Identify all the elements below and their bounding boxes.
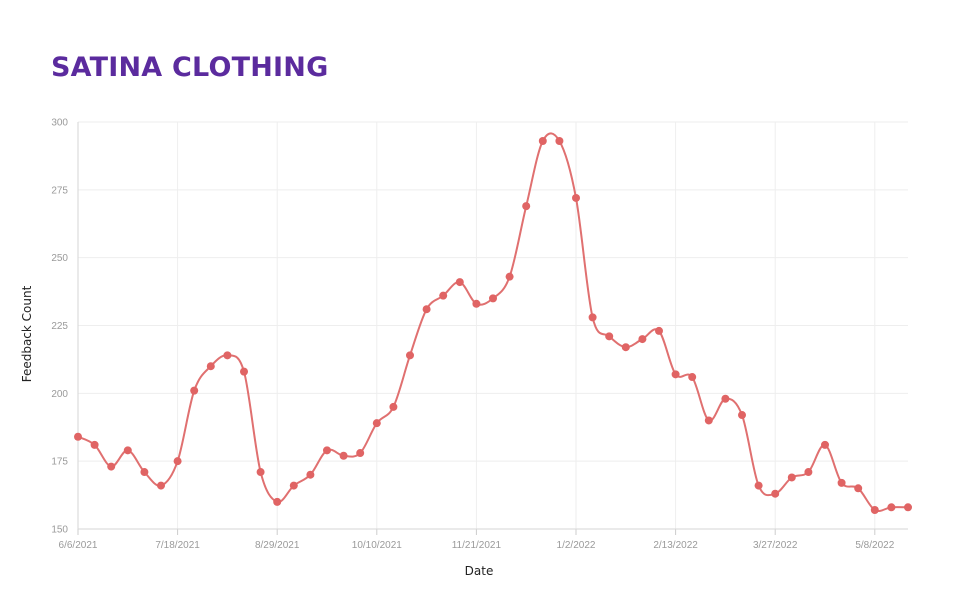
data-point <box>638 335 647 344</box>
x-tick-label: 8/29/2021 <box>255 540 300 551</box>
data-point <box>671 370 680 379</box>
data-point <box>704 416 713 425</box>
data-point <box>323 446 331 455</box>
data-point <box>339 451 348 460</box>
data-point <box>157 481 165 490</box>
data-point <box>804 468 813 477</box>
data-point <box>621 343 630 352</box>
y-tick-label: 250 <box>51 253 68 264</box>
data-point <box>306 470 315 479</box>
data-point <box>870 506 879 515</box>
data-point <box>74 432 82 441</box>
x-tick-label: 10/10/2021 <box>352 540 402 551</box>
x-tick-label: 11/21/2021 <box>452 540 502 551</box>
data-point <box>439 291 448 300</box>
data-point <box>422 305 431 314</box>
data-point <box>140 468 149 477</box>
y-tick-label: 275 <box>51 185 68 196</box>
data-point <box>173 457 182 466</box>
data-point <box>572 193 580 202</box>
data-point <box>588 313 597 322</box>
data-point <box>837 478 846 487</box>
data-point <box>688 373 697 382</box>
data-point <box>123 446 132 455</box>
data-point <box>489 294 497 303</box>
data-point <box>721 394 730 403</box>
data-point <box>190 386 199 395</box>
data-point <box>738 411 746 420</box>
data-point <box>887 503 896 512</box>
data-point <box>754 481 763 490</box>
x-tick-label: 2/13/2022 <box>653 540 698 551</box>
data-point <box>538 136 547 145</box>
x-tick-label: 7/18/2021 <box>155 540 200 551</box>
y-tick-label: 225 <box>51 321 68 332</box>
axes <box>77 122 908 535</box>
data-point <box>240 367 248 376</box>
data-point <box>406 351 414 360</box>
data-point <box>289 481 298 490</box>
data-point <box>605 332 614 341</box>
data-point <box>854 484 863 493</box>
data-point <box>372 419 381 428</box>
y-tick-label: 175 <box>51 457 68 468</box>
data-point <box>655 326 663 335</box>
data-point <box>904 503 912 512</box>
data-point <box>555 136 564 145</box>
data-point <box>107 462 116 471</box>
data-point <box>356 449 365 458</box>
x-tick-label: 6/6/2021 <box>59 540 98 551</box>
y-tick-labels: 150 175 200 225 250 275 300 <box>51 118 68 536</box>
x-tick-label: 5/8/2022 <box>855 540 894 551</box>
data-point <box>389 402 398 411</box>
y-tick-label: 200 <box>51 389 68 400</box>
data-point <box>472 299 481 308</box>
data-point <box>206 362 215 371</box>
data-point <box>273 497 282 506</box>
y-tick-label: 150 <box>51 525 68 536</box>
chart-title: SATINA CLOTHING <box>51 52 329 83</box>
data-point <box>821 440 829 449</box>
data-point <box>256 468 265 477</box>
data-point <box>455 278 464 287</box>
x-tick-label: 3/27/2022 <box>753 540 798 551</box>
data-point <box>505 272 514 281</box>
grid-lines <box>77 121 908 529</box>
series-points <box>74 136 912 515</box>
x-tick-label: 1/2/2022 <box>557 540 596 551</box>
y-tick-label: 300 <box>51 118 68 129</box>
data-point <box>90 440 99 449</box>
x-axis-title: Date <box>465 564 494 578</box>
data-point <box>771 489 780 498</box>
data-point <box>522 202 531 211</box>
data-point <box>223 351 232 360</box>
y-axis-title: Feedback Count <box>20 285 34 382</box>
data-point <box>787 473 796 482</box>
x-tick-labels: 6/6/2021 7/18/2021 8/29/2021 10/10/2021 11/2… <box>59 540 895 551</box>
